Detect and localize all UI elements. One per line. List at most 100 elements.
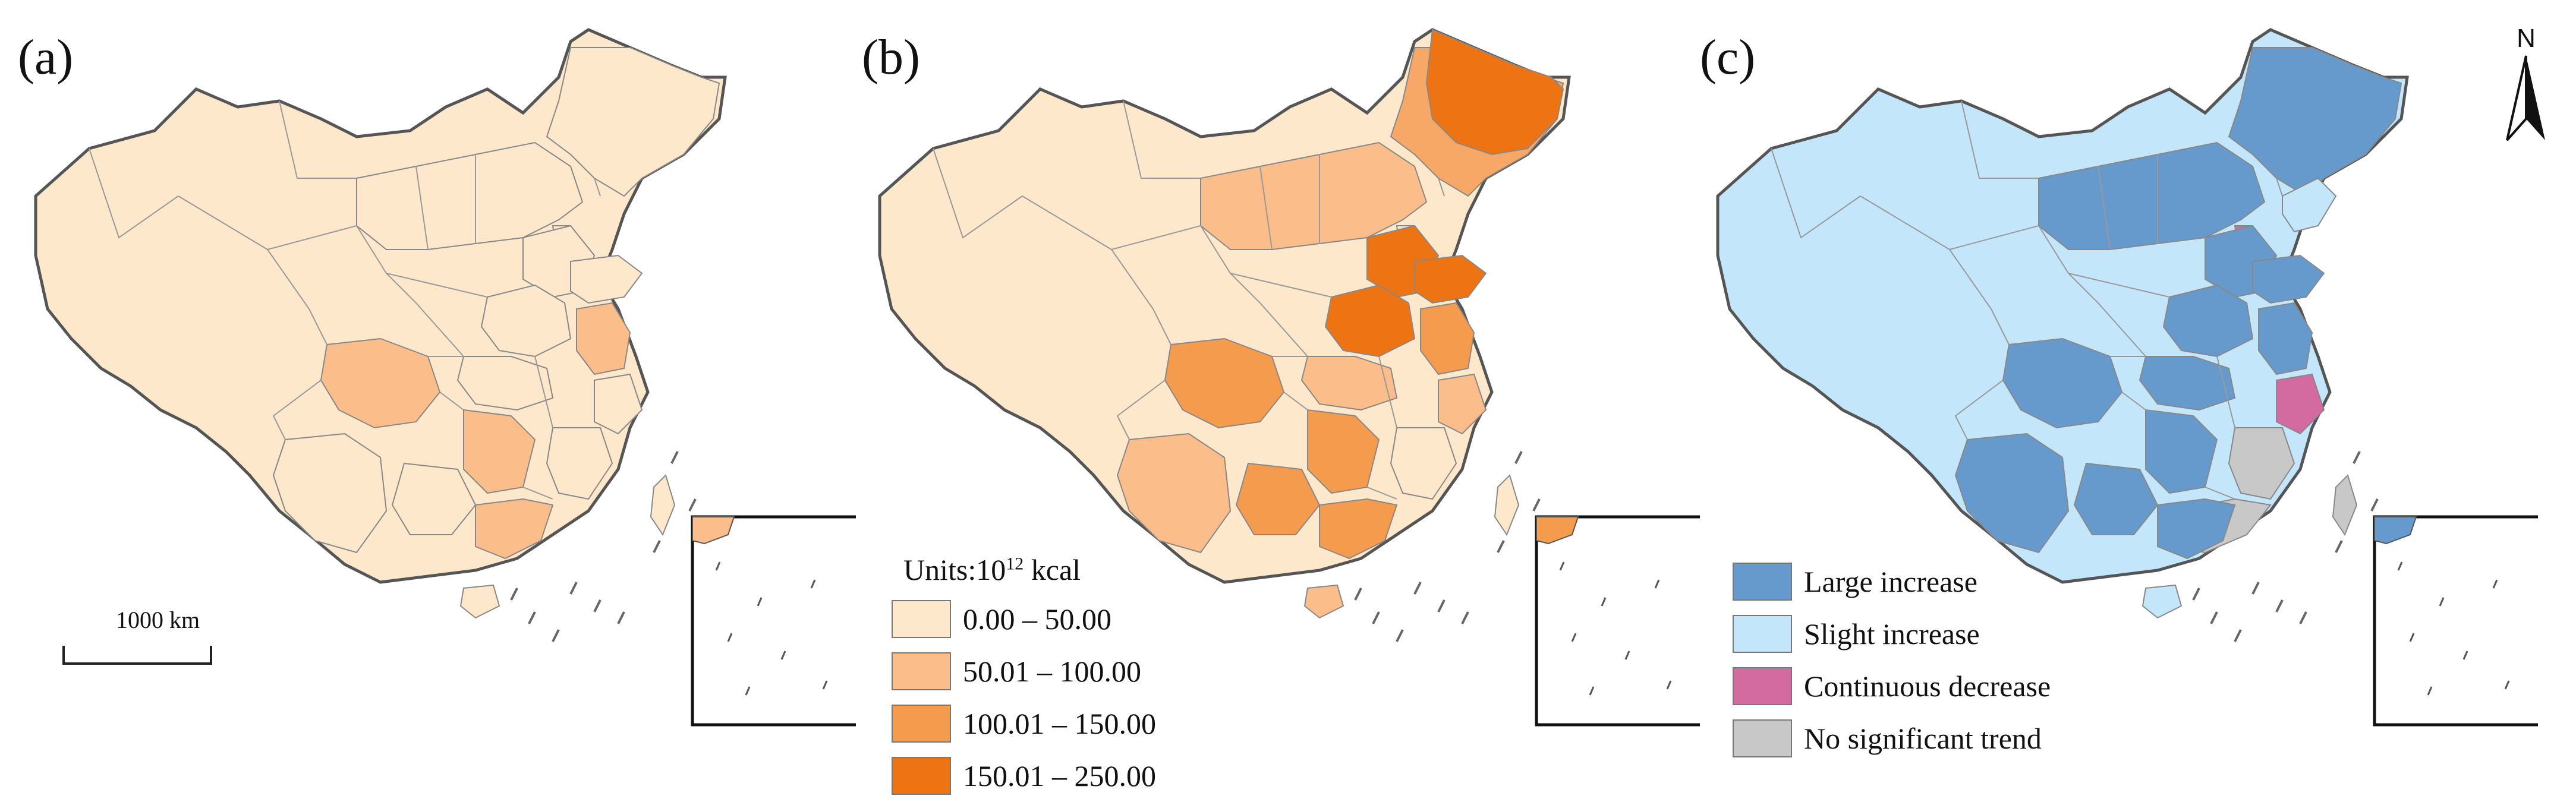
region-guangdong xyxy=(2157,498,2236,560)
panel-label: (a) xyxy=(18,30,74,85)
province-boundary xyxy=(439,391,464,411)
region-hubei xyxy=(456,356,554,411)
region-guangxi xyxy=(2073,462,2159,535)
legend-item: Slight increase xyxy=(1733,608,2051,660)
legend-item: 0.00 – 50.00 xyxy=(892,593,1156,645)
region-taiwan xyxy=(1494,474,1520,536)
china-map xyxy=(1716,28,2538,727)
legend-swatch xyxy=(892,652,951,690)
legend-swatch xyxy=(1733,563,1792,601)
province-boundary xyxy=(2121,391,2146,411)
island-mark xyxy=(2275,599,2284,612)
province-boundary xyxy=(1954,380,2004,440)
region-guangxi xyxy=(1235,462,1321,535)
region-sichuan xyxy=(320,337,441,429)
legend-item: 50.01 – 100.00 xyxy=(892,645,1156,697)
north-label: N xyxy=(2517,24,2536,53)
legend-swatch xyxy=(892,705,951,743)
legend-item: No significant trend xyxy=(1733,712,2051,765)
region-zhejiang xyxy=(1438,373,1487,435)
province-boundary xyxy=(1438,178,1445,197)
province-boundary xyxy=(415,166,429,250)
legend-label: Slight increase xyxy=(1804,617,1980,651)
region-zhejiang xyxy=(2276,373,2325,435)
province-boundary xyxy=(272,380,322,440)
legend-label: 100.01 – 150.00 xyxy=(963,707,1156,740)
province-boundary xyxy=(1949,249,2010,345)
legend-label: 50.01 – 100.00 xyxy=(963,655,1141,688)
region-jiangsu xyxy=(2258,302,2313,375)
province-boundary xyxy=(2216,356,2235,428)
island-mark xyxy=(617,611,625,624)
province-boundary xyxy=(279,100,357,179)
legend-swatch xyxy=(1733,719,1792,757)
region-yunnan xyxy=(1954,432,2070,554)
region-shandong xyxy=(2252,254,2325,304)
island-mark xyxy=(2370,498,2379,511)
province-boundary xyxy=(2068,273,2170,298)
province-boundary xyxy=(1259,166,1273,250)
scale-bar-line xyxy=(62,646,212,665)
island-mark xyxy=(2251,582,2260,595)
island-mark xyxy=(1461,611,1469,624)
province-boundary xyxy=(1961,100,2039,179)
island-mark xyxy=(688,498,697,511)
legend-swatch xyxy=(1733,615,1792,653)
province-boundary xyxy=(267,249,327,345)
island-mark xyxy=(1354,588,1362,601)
province-boundary xyxy=(534,356,553,428)
region-hubei xyxy=(1300,356,1398,411)
scale-bar: 1000 km xyxy=(62,606,217,673)
legend-item: Large increase xyxy=(1733,555,2051,608)
legend-swatch xyxy=(1733,667,1792,705)
island-mark xyxy=(510,588,518,601)
region-henan xyxy=(1324,284,1416,358)
region-yunnan xyxy=(272,432,388,554)
region-guangxi xyxy=(391,462,477,535)
region-shandong xyxy=(570,254,643,304)
region-yunnan xyxy=(1116,432,1232,554)
legend-swatch xyxy=(892,757,951,795)
province-boundary xyxy=(2098,166,2111,250)
legend-label: Large increase xyxy=(1804,565,1977,598)
map-panel-a: (a) xyxy=(0,0,856,772)
region-northeast xyxy=(2228,47,2402,197)
island-mark xyxy=(2335,540,2343,553)
panel-label: (b) xyxy=(862,30,920,85)
region-hubei xyxy=(2139,356,2236,411)
region-taiwan xyxy=(650,474,676,536)
region-shandong xyxy=(1414,254,1487,304)
region-northeast xyxy=(546,47,720,197)
province-boundary xyxy=(1111,249,1172,345)
region-sichuan xyxy=(1164,337,1285,429)
legend-label: 150.01 – 250.00 xyxy=(963,759,1156,792)
north-arrow: N xyxy=(2502,24,2550,149)
island-mark xyxy=(1396,629,1404,642)
province-boundary xyxy=(1283,391,1308,411)
region-guangdong xyxy=(1319,498,1398,560)
province-boundary xyxy=(1771,148,1861,239)
region-jiangsu xyxy=(576,302,631,375)
legend-trend: Large increase Slight increase Continuous … xyxy=(1733,555,2051,765)
province-boundary xyxy=(1366,487,1397,500)
region-hainan xyxy=(459,584,500,619)
island-mark xyxy=(653,540,661,553)
region-henan xyxy=(480,284,572,358)
region-hainan xyxy=(1303,584,1344,619)
inset-map xyxy=(691,515,856,727)
north-arrow-icon xyxy=(2506,55,2545,141)
province-boundary xyxy=(2038,225,2146,357)
region-sichuan xyxy=(2002,337,2123,429)
island-mark xyxy=(528,611,536,624)
island-mark xyxy=(2353,451,2361,464)
region-jiangsu xyxy=(1420,302,1475,375)
panel-label: (c) xyxy=(1700,30,1756,85)
legend-units: Units:1012 kcal 0.00 – 50.00 50.01 – 100.… xyxy=(892,552,1156,802)
island-mark xyxy=(1437,599,1446,612)
region-zhejiang xyxy=(594,373,643,435)
region-henan xyxy=(2162,284,2254,358)
map-panel-c: (c) xyxy=(1682,0,2576,772)
map-panel-b: (b) xyxy=(844,0,1700,772)
legend-label: Continuous decrease xyxy=(1804,670,2051,703)
region-fujian xyxy=(2228,427,2295,500)
